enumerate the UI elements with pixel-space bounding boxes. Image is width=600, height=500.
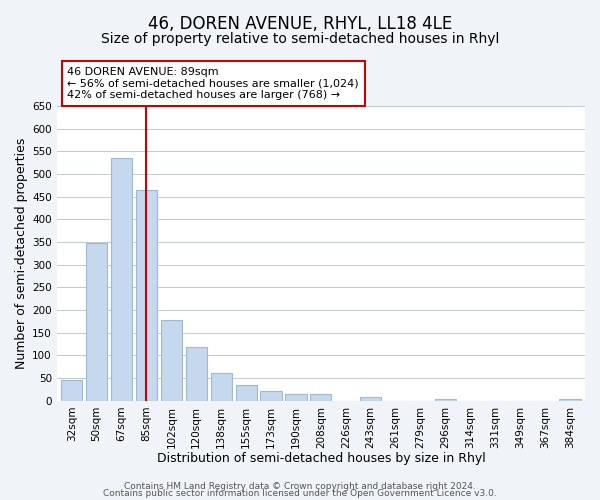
Text: Contains HM Land Registry data © Crown copyright and database right 2024.: Contains HM Land Registry data © Crown c… <box>124 482 476 491</box>
Bar <box>435 399 456 401</box>
Text: 46 DOREN AVENUE: 89sqm
← 56% of semi-detached houses are smaller (1,024)
42% of : 46 DOREN AVENUE: 89sqm ← 56% of semi-det… <box>67 67 359 100</box>
Bar <box>86 243 107 401</box>
Text: Contains public sector information licensed under the Open Government Licence v3: Contains public sector information licen… <box>103 489 497 498</box>
Bar <box>236 385 257 401</box>
Bar <box>61 380 82 401</box>
Bar <box>161 320 182 401</box>
Text: Size of property relative to semi-detached houses in Rhyl: Size of property relative to semi-detach… <box>101 32 499 46</box>
Bar <box>211 372 232 401</box>
Text: 46, DOREN AVENUE, RHYL, LL18 4LE: 46, DOREN AVENUE, RHYL, LL18 4LE <box>148 15 452 33</box>
Bar <box>286 394 307 401</box>
X-axis label: Distribution of semi-detached houses by size in Rhyl: Distribution of semi-detached houses by … <box>157 452 485 465</box>
Bar <box>559 398 581 401</box>
Bar <box>360 397 382 401</box>
Y-axis label: Number of semi-detached properties: Number of semi-detached properties <box>15 138 28 369</box>
Bar <box>260 391 281 401</box>
Bar <box>186 348 207 401</box>
Bar <box>136 190 157 401</box>
Bar <box>111 158 132 401</box>
Bar <box>310 394 331 401</box>
